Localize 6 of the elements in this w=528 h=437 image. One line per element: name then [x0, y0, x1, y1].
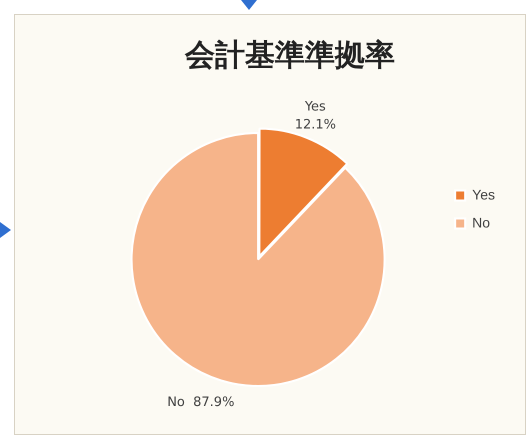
category-label: No 87.9%	[167, 395, 234, 410]
legend-label: No	[472, 214, 490, 230]
legend-label: Yes	[472, 186, 496, 202]
data-label: 12.1%	[294, 118, 336, 133]
slice-label: Yes	[304, 100, 326, 115]
chart-title: 会計基準準拠率	[184, 38, 395, 73]
